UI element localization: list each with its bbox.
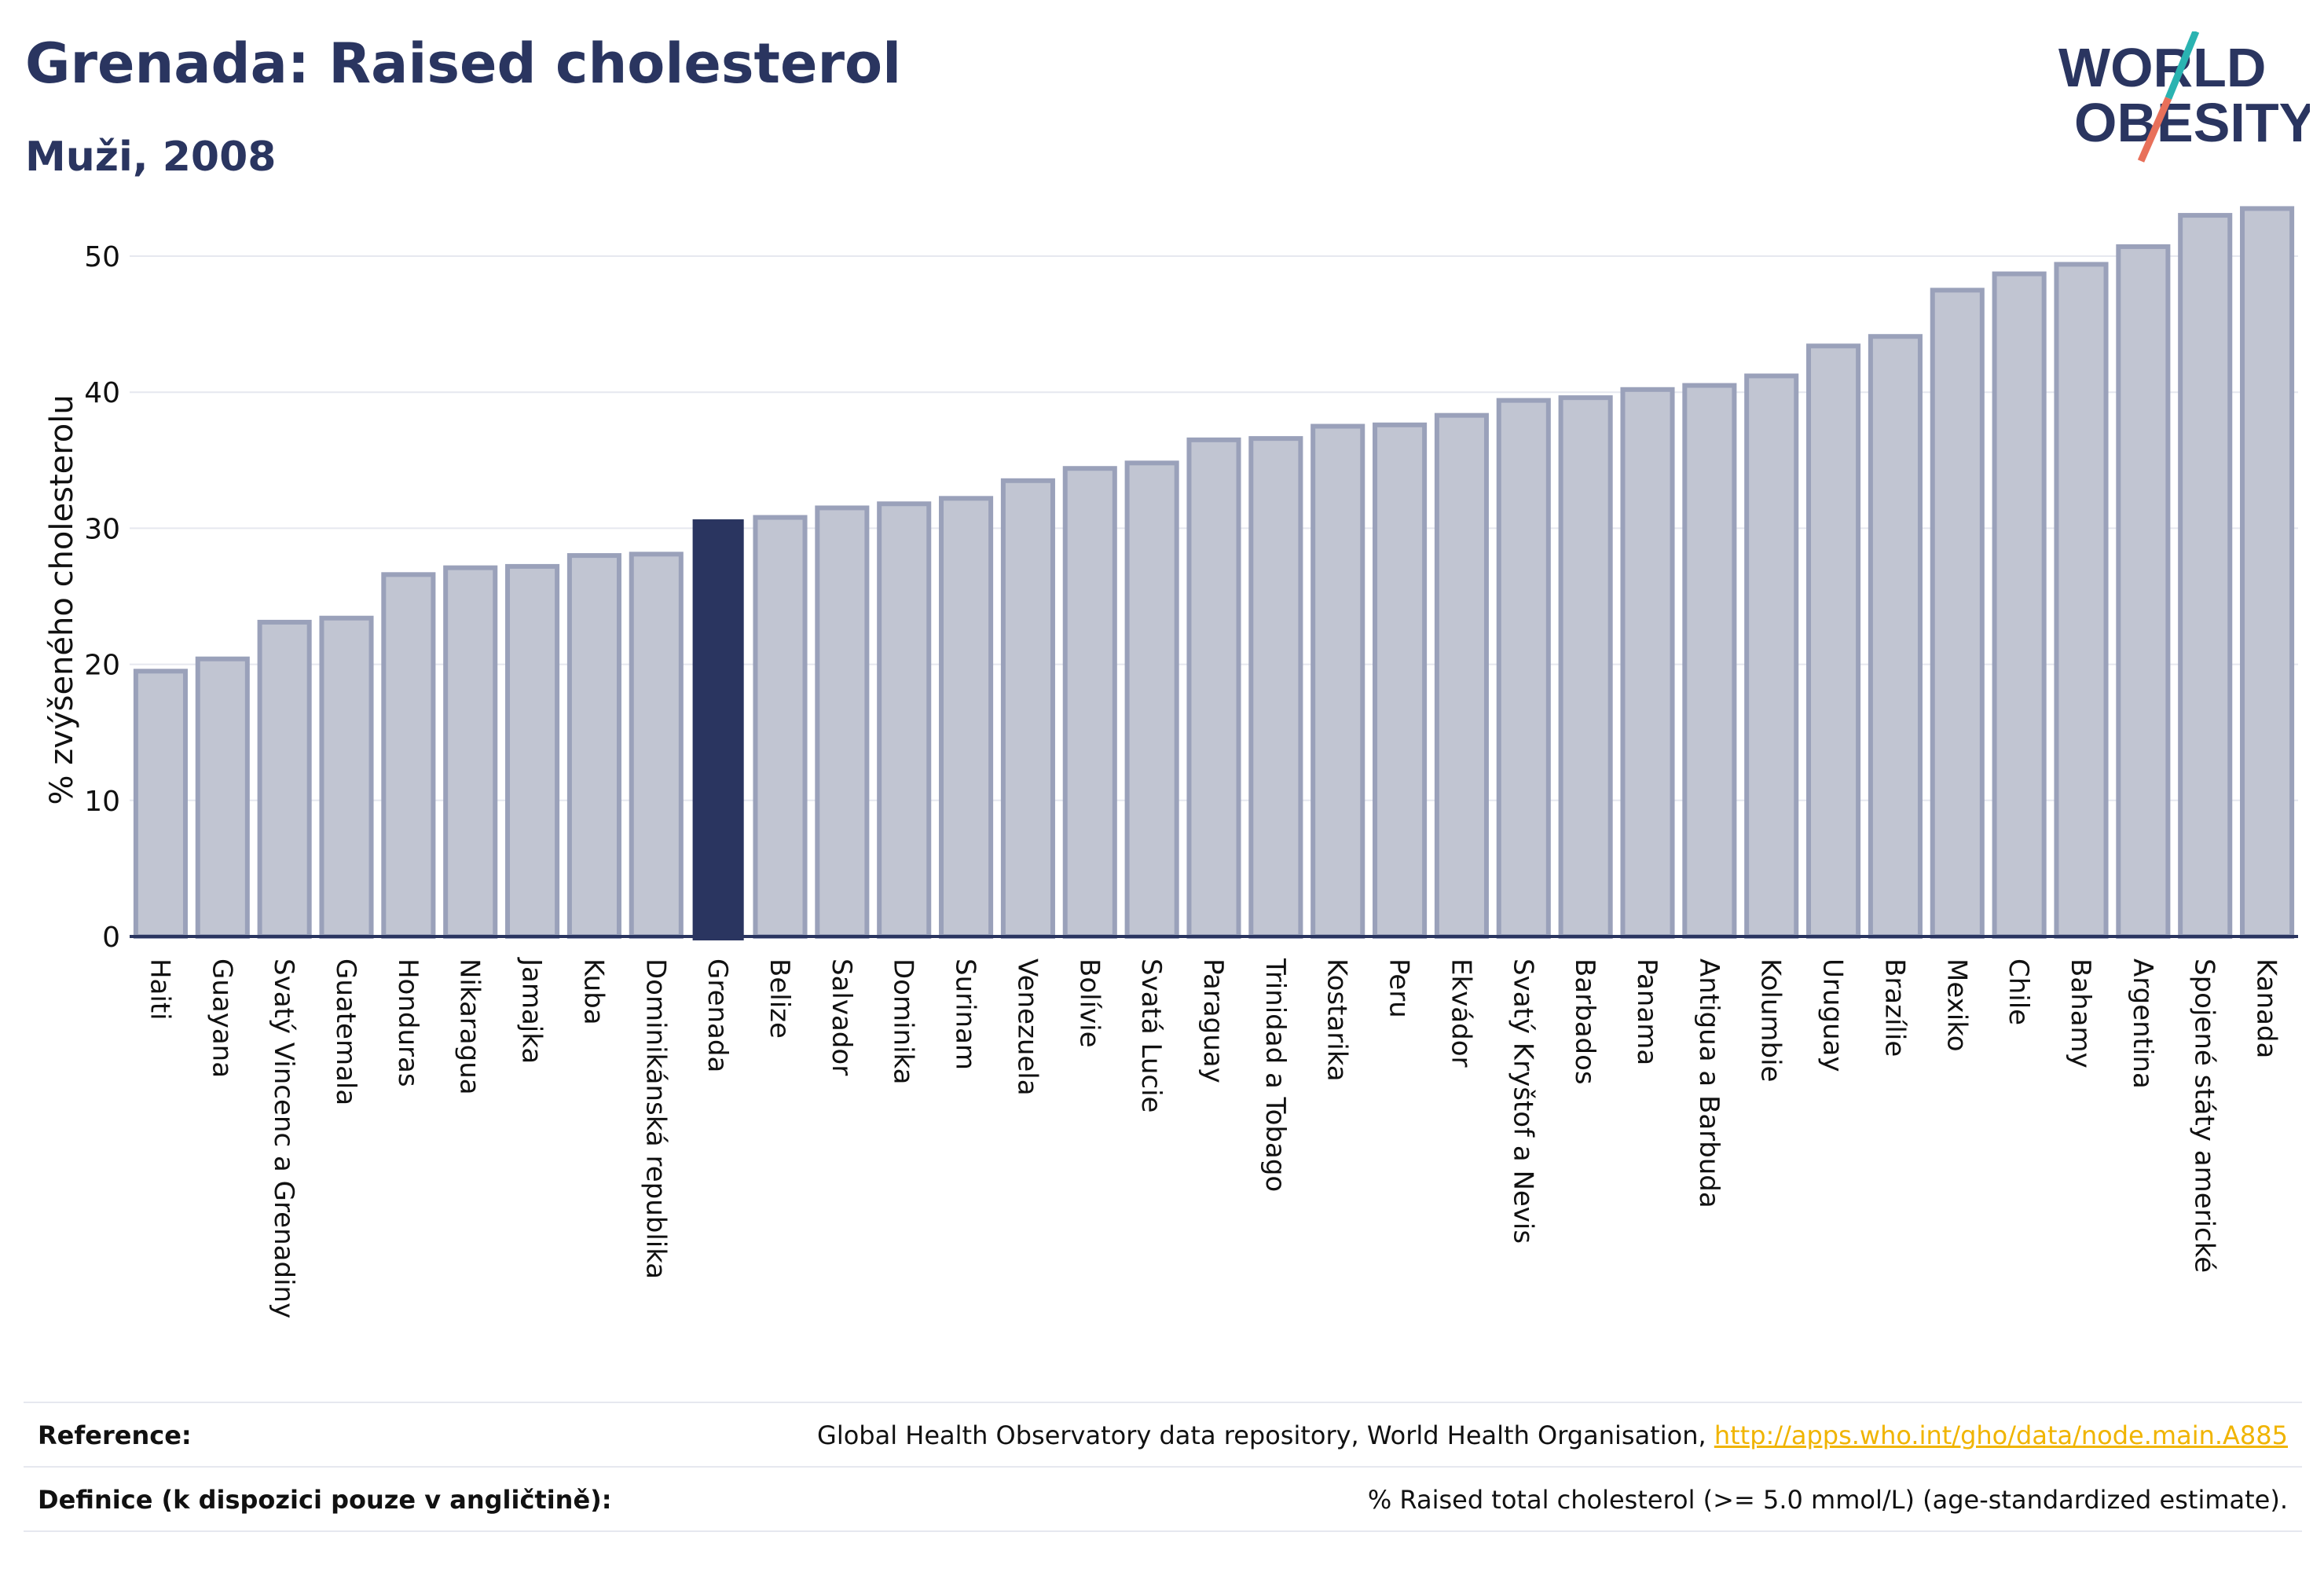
y-tick-label: 30 xyxy=(84,513,120,545)
bar-11 xyxy=(815,505,870,939)
x-tick-label: Guayana xyxy=(206,958,237,1078)
reference-label: Reference: xyxy=(38,1420,192,1450)
definition-row: Definice (k dispozici pouze v angličtině… xyxy=(24,1466,2302,1530)
x-tick-label: Ekvádor xyxy=(1445,958,1476,1068)
y-tick-label: 0 xyxy=(102,922,120,954)
x-tick-labels: Haiti Guayana Svatý Vincenc a Grenadiny Gua… xyxy=(144,957,2282,1318)
y-tick-label: 20 xyxy=(84,650,120,682)
bar-30 xyxy=(1992,271,2047,939)
logo-line-1: WORLD xyxy=(2058,37,2266,98)
x-tick-label: Bahamy xyxy=(2065,958,2096,1068)
bar-14 xyxy=(1000,478,1055,939)
bar-18 xyxy=(1248,436,1303,939)
x-tick-label: Nikaragua xyxy=(454,958,486,1095)
y-tick-labels: 0 10 20 30 40 50 xyxy=(84,241,120,954)
chart-title: Grenada: Raised cholesterol xyxy=(25,31,902,96)
x-tick-label: Dominika xyxy=(888,958,919,1084)
bar-0 xyxy=(133,669,188,940)
bar-21 xyxy=(1434,412,1489,939)
bar-25 xyxy=(1682,383,1737,939)
x-tick-label: Svatá Lucie xyxy=(1135,958,1167,1112)
x-tick-label: Kolumbie xyxy=(1755,958,1787,1082)
x-tick-label: Jamajka xyxy=(516,957,548,1064)
definition-label: Definice (k dispozici pouze v angličtině… xyxy=(38,1485,612,1515)
bar-28 xyxy=(1868,334,1923,939)
bar-16 xyxy=(1124,460,1179,939)
bar-24 xyxy=(1620,387,1675,939)
bar-6 xyxy=(505,563,560,939)
definition-value: % Raised total cholesterol (>= 5.0 mmol/… xyxy=(1367,1485,2288,1515)
bar-23 xyxy=(1558,395,1613,940)
bar-5 xyxy=(443,565,498,939)
bar-8 xyxy=(629,552,684,939)
x-tick-label: Panama xyxy=(1631,958,1662,1065)
x-tick-label: Guatemala xyxy=(330,958,361,1105)
bar-19 xyxy=(1310,423,1365,939)
reference-link[interactable]: http://apps.who.int/gho/data/node.main.A… xyxy=(1714,1420,2288,1450)
x-tick-label: Honduras xyxy=(392,958,423,1087)
bar-1 xyxy=(195,656,250,940)
bar-13 xyxy=(939,496,994,939)
bar-27 xyxy=(1806,343,1861,939)
x-tick-label: Antigua a Barbuda xyxy=(1693,958,1725,1208)
bars xyxy=(133,206,2295,940)
bar-12 xyxy=(877,501,932,939)
bar-22 xyxy=(1496,398,1551,939)
y-tick-label: 10 xyxy=(84,786,120,818)
bar-9 xyxy=(692,519,744,940)
x-tick-label: Kostarika xyxy=(1321,958,1353,1082)
x-tick-label: Svatý Kryštof a Nevis xyxy=(1507,958,1538,1244)
world-obesity-logo: WORLD OBESITY xyxy=(2058,31,2310,163)
x-tick-label: Trinidad a Tobago xyxy=(1259,958,1291,1192)
bar-31 xyxy=(2054,262,2109,940)
footer-bottom-rule xyxy=(24,1530,2302,1532)
reference-value: Global Health Observatory data repositor… xyxy=(817,1420,2288,1450)
logo-line-2: OBESITY xyxy=(2074,92,2310,153)
x-tick-label: Paraguay xyxy=(1197,958,1229,1083)
x-tick-label: Svatý Vincenc a Grenadiny xyxy=(268,958,299,1318)
x-tick-label: Haiti xyxy=(144,958,175,1021)
x-tick-label: Dominikánská republika xyxy=(640,958,671,1279)
x-tick-label: Spojené státy americké xyxy=(2189,958,2220,1273)
bar-4 xyxy=(381,572,436,939)
x-tick-label: Belize xyxy=(764,958,795,1039)
x-tick-label: Venezuela xyxy=(1011,958,1043,1096)
bar-34 xyxy=(2240,206,2295,939)
bar-33 xyxy=(2178,213,2233,940)
chart-subtitle: Muži, 2008 xyxy=(25,134,277,181)
x-tick-label: Barbados xyxy=(1569,958,1600,1085)
bar-chart: 0 10 20 30 40 50 Haiti Guayana Svatý Vincenc a … xyxy=(44,206,2298,1318)
bar-15 xyxy=(1062,466,1117,939)
bar-17 xyxy=(1186,437,1241,939)
reference-row: Reference: Global Health Observatory dat… xyxy=(24,1402,2302,1466)
x-tick-label: Mexiko xyxy=(1941,958,1972,1052)
x-tick-label: Bolívie xyxy=(1073,958,1105,1048)
y-tick-label: 50 xyxy=(84,241,120,273)
bar-2 xyxy=(257,619,312,939)
x-tick-label: Uruguay xyxy=(1817,958,1849,1072)
bar-26 xyxy=(1744,373,1799,939)
logo-slash-top xyxy=(2165,31,2200,100)
x-tick-label: Argentina xyxy=(2127,958,2158,1089)
bar-3 xyxy=(319,615,374,940)
y-axis-label: % zvýšeného cholesterolu xyxy=(44,394,80,804)
logo-slash-bottom xyxy=(2137,97,2172,163)
bar-7 xyxy=(566,553,621,939)
bar-10 xyxy=(753,515,808,939)
x-tick-label: Kanada xyxy=(2251,958,2282,1058)
bar-29 xyxy=(1930,288,1985,939)
bar-32 xyxy=(2116,244,2171,940)
bar-20 xyxy=(1373,422,1428,939)
x-tick-label: Kuba xyxy=(577,958,609,1025)
x-tick-label: Brazílie xyxy=(1879,958,1910,1057)
x-tick-label: Salvador xyxy=(826,958,857,1076)
y-tick-label: 40 xyxy=(84,377,120,409)
x-tick-label: Grenada xyxy=(702,958,733,1072)
reference-text: Global Health Observatory data repositor… xyxy=(817,1420,1714,1450)
x-tick-label: Chile xyxy=(2003,958,2034,1025)
x-tick-label: Peru xyxy=(1384,958,1415,1018)
x-tick-label: Surinam xyxy=(950,958,981,1070)
